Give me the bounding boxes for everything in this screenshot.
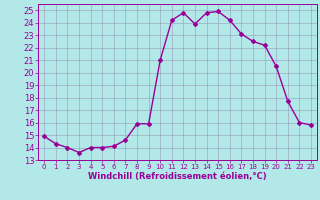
X-axis label: Windchill (Refroidissement éolien,°C): Windchill (Refroidissement éolien,°C): [88, 172, 267, 181]
